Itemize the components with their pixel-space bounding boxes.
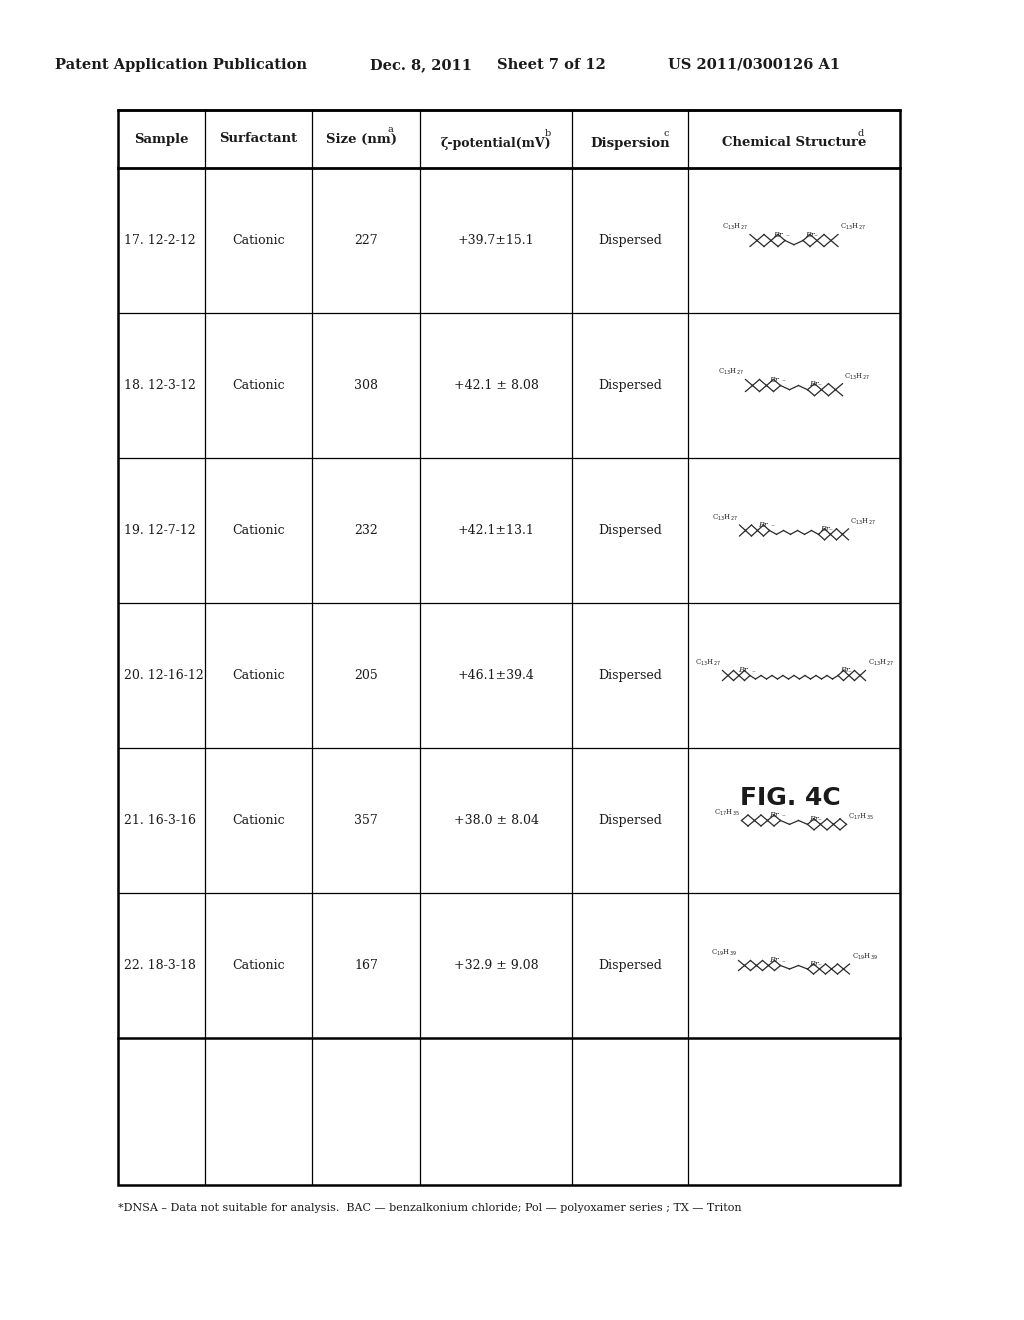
Text: Br: Br — [840, 667, 850, 675]
Text: Dispersed: Dispersed — [598, 379, 662, 392]
Text: C$_{17}$H$_{35}$: C$_{17}$H$_{35}$ — [714, 808, 739, 818]
Text: C$_{19}$H$_{39}$: C$_{19}$H$_{39}$ — [852, 952, 878, 962]
Text: ⁻: ⁻ — [828, 528, 833, 535]
Text: 357: 357 — [354, 814, 378, 828]
Text: Dispersed: Dispersed — [598, 669, 662, 682]
Text: Size (nm): Size (nm) — [327, 132, 397, 145]
Text: +39.7±15.1: +39.7±15.1 — [458, 234, 535, 247]
Text: +32.9 ± 9.08: +32.9 ± 9.08 — [454, 960, 539, 972]
Text: Dispersed: Dispersed — [598, 960, 662, 972]
Text: C$_{13}$H$_{27}$: C$_{13}$H$_{27}$ — [840, 222, 865, 232]
Text: C$_{13}$H$_{27}$: C$_{13}$H$_{27}$ — [718, 367, 743, 378]
Text: ⁻: ⁻ — [813, 235, 817, 240]
Text: 167: 167 — [354, 960, 378, 972]
Text: 19. 12-7-12: 19. 12-7-12 — [124, 524, 196, 537]
Text: +42.1 ± 8.08: +42.1 ± 8.08 — [454, 379, 539, 392]
Text: FIG. 4C: FIG. 4C — [739, 785, 841, 810]
Text: Br: Br — [773, 231, 783, 239]
Text: 227: 227 — [354, 234, 378, 247]
Text: Br: Br — [810, 380, 819, 388]
Text: +42.1±13.1: +42.1±13.1 — [458, 524, 535, 537]
Text: ⁻: ⁻ — [751, 671, 755, 676]
Text: C$_{13}$H$_{27}$: C$_{13}$H$_{27}$ — [712, 512, 737, 523]
Text: Cationic: Cationic — [232, 379, 285, 392]
Text: ⁻: ⁻ — [817, 964, 821, 969]
Text: ⁻: ⁻ — [848, 671, 852, 676]
Text: C$_{13}$H$_{27}$: C$_{13}$H$_{27}$ — [694, 659, 721, 668]
Text: +38.0 ± 8.04: +38.0 ± 8.04 — [454, 814, 539, 828]
Text: Cationic: Cationic — [232, 669, 285, 682]
Text: 205: 205 — [354, 669, 378, 682]
Text: C$_{13}$H$_{27}$: C$_{13}$H$_{27}$ — [722, 222, 748, 232]
Text: ⁻: ⁻ — [786, 235, 790, 240]
Text: Dec. 8, 2011: Dec. 8, 2011 — [370, 58, 472, 73]
Text: 232: 232 — [354, 524, 378, 537]
Text: Patent Application Publication: Patent Application Publication — [55, 58, 307, 73]
Text: Br: Br — [769, 956, 778, 964]
Text: Cationic: Cationic — [232, 960, 285, 972]
Text: Cationic: Cationic — [232, 234, 285, 247]
Text: b: b — [545, 129, 551, 139]
Text: US 2011/0300126 A1: US 2011/0300126 A1 — [668, 58, 840, 73]
Text: Br: Br — [758, 521, 768, 529]
Text: d: d — [858, 129, 864, 139]
Text: Surfactant: Surfactant — [219, 132, 298, 145]
Text: 18. 12-3-12: 18. 12-3-12 — [124, 379, 196, 392]
Text: C$_{13}$H$_{27}$: C$_{13}$H$_{27}$ — [867, 659, 893, 668]
Text: Dispersed: Dispersed — [598, 524, 662, 537]
Text: ⁻: ⁻ — [770, 525, 774, 531]
Text: C$_{19}$H$_{39}$: C$_{19}$H$_{39}$ — [711, 948, 736, 958]
Text: Dispersion: Dispersion — [590, 136, 670, 149]
Text: ⁻: ⁻ — [817, 818, 821, 825]
Text: C$_{13}$H$_{27}$: C$_{13}$H$_{27}$ — [845, 371, 870, 381]
Text: Dispersed: Dispersed — [598, 814, 662, 828]
Text: 17. 12-2-12: 17. 12-2-12 — [124, 234, 196, 247]
Text: C$_{13}$H$_{27}$: C$_{13}$H$_{27}$ — [851, 516, 877, 527]
Text: ζ-potential(mV): ζ-potential(mV) — [440, 136, 551, 149]
Text: Sheet 7 of 12: Sheet 7 of 12 — [497, 58, 606, 73]
Text: a: a — [388, 125, 394, 135]
Text: 20. 12-16-12: 20. 12-16-12 — [124, 669, 204, 682]
Bar — [118, 110, 900, 1185]
Text: +46.1±39.4: +46.1±39.4 — [458, 669, 535, 682]
Text: Sample: Sample — [134, 132, 188, 145]
Text: 308: 308 — [354, 379, 378, 392]
Text: Br: Br — [738, 667, 748, 675]
Text: Br: Br — [769, 376, 778, 384]
Text: Br: Br — [810, 814, 819, 822]
Text: C$_{17}$H$_{35}$: C$_{17}$H$_{35}$ — [849, 812, 874, 822]
Text: Cationic: Cationic — [232, 814, 285, 828]
Text: 22. 18-3-18: 22. 18-3-18 — [124, 960, 196, 972]
Text: *DNSA – Data not suitable for analysis.  BAC — benzalkonium chloride; Pol — poly: *DNSA – Data not suitable for analysis. … — [118, 1203, 741, 1213]
Text: Chemical Structure: Chemical Structure — [722, 136, 866, 149]
Text: Cationic: Cationic — [232, 524, 285, 537]
Text: ⁻: ⁻ — [817, 384, 821, 389]
Text: ⁻: ⁻ — [781, 960, 785, 966]
Text: ⁻: ⁻ — [781, 380, 785, 385]
Text: Br: Br — [810, 960, 819, 968]
Text: Br: Br — [769, 810, 778, 818]
Text: 21. 16-3-16: 21. 16-3-16 — [124, 814, 196, 828]
Text: Br: Br — [805, 231, 815, 239]
Text: c: c — [663, 129, 669, 139]
Text: Br: Br — [820, 525, 830, 533]
Text: Dispersed: Dispersed — [598, 234, 662, 247]
Text: ⁻: ⁻ — [781, 814, 785, 821]
